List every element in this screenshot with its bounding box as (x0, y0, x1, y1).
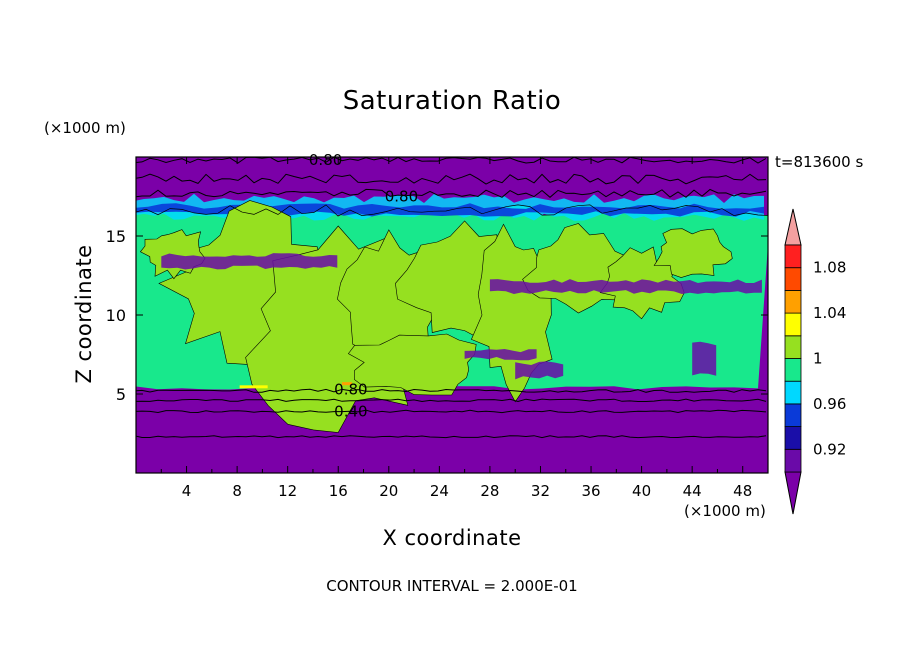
colorbar-swatch (784, 403, 802, 427)
contour-label-group: 0.80 0.80 0.80 0.40 (309, 151, 418, 420)
y-tick-label: 15 (106, 227, 126, 246)
orange-spot (342, 382, 353, 386)
x-tick-label: 20 (379, 482, 398, 500)
colorbar-swatch (784, 448, 802, 473)
colorbar-label: 1 (813, 350, 823, 368)
x-axis-unit: (×1000 m) (684, 502, 766, 520)
colorbar-swatch (784, 335, 802, 359)
x-tick-label: 40 (632, 482, 651, 500)
colorbar-swatch (784, 244, 802, 269)
colorbar: 0.92 0.96 1 1.04 1.08 (784, 208, 846, 515)
colorbar-over-triangle (784, 208, 802, 246)
y-tick-label: 10 (106, 306, 126, 325)
y-axis-unit: (×1000 m) (44, 119, 126, 137)
colorbar-label: 0.92 (813, 440, 846, 458)
dry-streak (489, 279, 762, 294)
x-tick-label: 32 (531, 482, 550, 500)
supersat-patch (347, 333, 477, 396)
supersat-patch (653, 228, 733, 278)
x-axis-label: X coordinate (382, 526, 522, 550)
contour-interval-note: CONTOUR INTERVAL = 2.000E-01 (326, 577, 578, 595)
x-tick-label: 48 (733, 482, 752, 500)
contour-label: 0.80 (309, 151, 342, 169)
contour-label: 0.80 (334, 380, 367, 398)
x-tick-label: 8 (232, 482, 242, 500)
colorbar-label: 1.08 (813, 259, 846, 277)
yellow-spot (239, 385, 268, 389)
colorbar-swatch (784, 312, 802, 337)
contour-line (136, 388, 767, 393)
colorbar-label: 1.04 (813, 304, 846, 322)
chart-title: Saturation Ratio (342, 86, 562, 116)
dry-streak (464, 349, 537, 361)
x-tick-label: 16 (329, 482, 348, 500)
colorbar-swatch (784, 358, 802, 382)
y-tick-label: 5 (116, 385, 126, 404)
contour-line (136, 157, 767, 164)
colorbar-under-triangle (784, 471, 802, 515)
x-tick-label: 44 (683, 482, 702, 500)
contour-line (136, 398, 767, 403)
colorbar-swatch (784, 426, 802, 450)
colorbar-swatch (784, 380, 802, 405)
x-tick-label: 36 (581, 482, 600, 500)
x-tick-label: 24 (430, 482, 449, 500)
colorbar-swatch (784, 267, 802, 291)
dry-streak (515, 361, 564, 380)
contour-line (136, 409, 767, 414)
x-tick-label: 28 (480, 482, 499, 500)
saturation-field (136, 157, 768, 473)
contour-label: 0.80 (385, 188, 418, 206)
contour-line (136, 173, 767, 185)
contour-line (136, 204, 768, 217)
y-axis: 5 10 15 (106, 227, 768, 404)
contour-line (136, 435, 767, 439)
contour-label: 0.40 (334, 402, 367, 420)
colorbar-label: 0.96 (813, 395, 846, 413)
x-axis: 4 8 12 16 20 24 28 32 36 40 44 48 (160, 157, 752, 500)
x-tick-label: 12 (278, 482, 297, 500)
contour-line (136, 188, 767, 198)
time-label: t=813600 s (775, 153, 864, 171)
contour-lines (136, 157, 768, 439)
colorbar-swatch (784, 289, 802, 314)
x-tick-label: 4 (182, 482, 192, 500)
dry-streak (692, 341, 717, 376)
dry-streak (161, 253, 338, 270)
